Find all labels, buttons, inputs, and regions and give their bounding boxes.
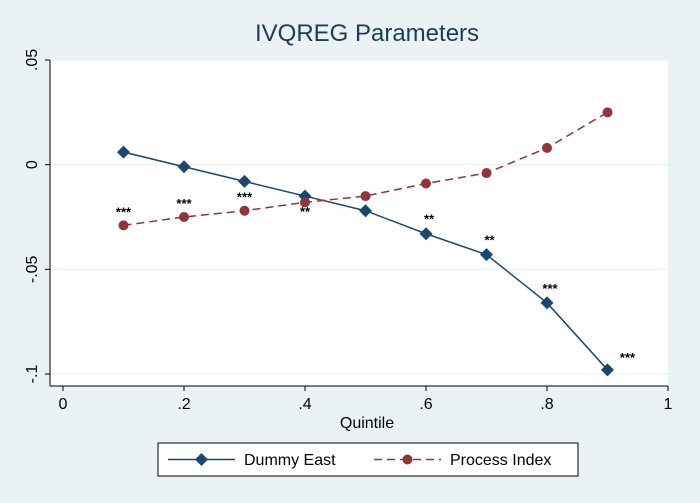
significance-label: *** <box>620 350 636 365</box>
data-point-dummy-east <box>238 174 251 188</box>
plot-area <box>50 60 668 386</box>
x-tick-label: 1 <box>664 396 673 413</box>
legend-label-dummy-east: Dummy East <box>244 452 336 469</box>
chart-title: IVQREG Parameters <box>255 20 479 47</box>
data-point-process-index <box>421 178 431 189</box>
data-point-process-index <box>602 107 613 118</box>
significance-label: *** <box>176 196 192 211</box>
significance-label: *** <box>116 204 132 219</box>
y-tick-label: 0 <box>24 160 41 169</box>
data-point-process-index <box>542 142 552 153</box>
x-tick-label: .4 <box>298 396 311 413</box>
x-axis-label: Quintile <box>340 415 394 432</box>
significance-label: *** <box>542 281 558 296</box>
data-point-process-index <box>300 197 310 208</box>
data-point-process-index <box>360 191 371 202</box>
series-line-process-index <box>123 111 608 227</box>
data-point-dummy-east <box>540 296 554 310</box>
significance-label: ** <box>300 204 311 219</box>
significance-label: ** <box>424 212 435 227</box>
legend-marker-dummy-east <box>195 453 208 466</box>
legend-marker-process-index <box>402 454 413 465</box>
axes: .05 0 -.05 -.1 0 .2 .4 .6 .8 1 <box>24 49 673 413</box>
data-point-dummy-east <box>117 145 130 159</box>
data-point-process-index <box>179 212 189 222</box>
data-point-dummy-east <box>177 160 191 174</box>
data-point-dummy-east <box>419 227 433 241</box>
legend: Dummy East Process Index <box>157 442 579 477</box>
x-tick-label: .6 <box>419 396 432 413</box>
y-tick-label: -.1 <box>24 365 41 384</box>
y-tick-label: -.05 <box>24 255 41 283</box>
x-tick-label: .2 <box>177 396 190 413</box>
x-tick-label: 0 <box>59 396 68 413</box>
significance-label: ** <box>484 233 495 248</box>
x-tick-label: .8 <box>540 396 553 413</box>
data-point-process-index <box>239 205 250 216</box>
legend-label-process-index: Process Index <box>450 452 551 469</box>
data-point-process-index <box>118 220 129 231</box>
grid-lines <box>50 59 668 375</box>
data-point-dummy-east <box>359 204 372 218</box>
series-layer: ****************** *** <box>116 107 636 377</box>
data-point-dummy-east <box>480 248 493 262</box>
significance-label: *** <box>237 190 253 205</box>
y-tick-label: .05 <box>24 49 41 71</box>
data-point-dummy-east <box>601 363 614 377</box>
data-point-process-index <box>481 168 492 179</box>
